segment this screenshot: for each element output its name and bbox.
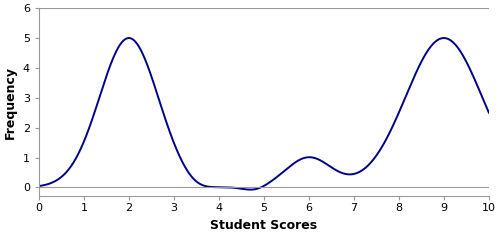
X-axis label: Student Scores: Student Scores	[210, 219, 318, 232]
Y-axis label: Frequency: Frequency	[4, 66, 17, 139]
